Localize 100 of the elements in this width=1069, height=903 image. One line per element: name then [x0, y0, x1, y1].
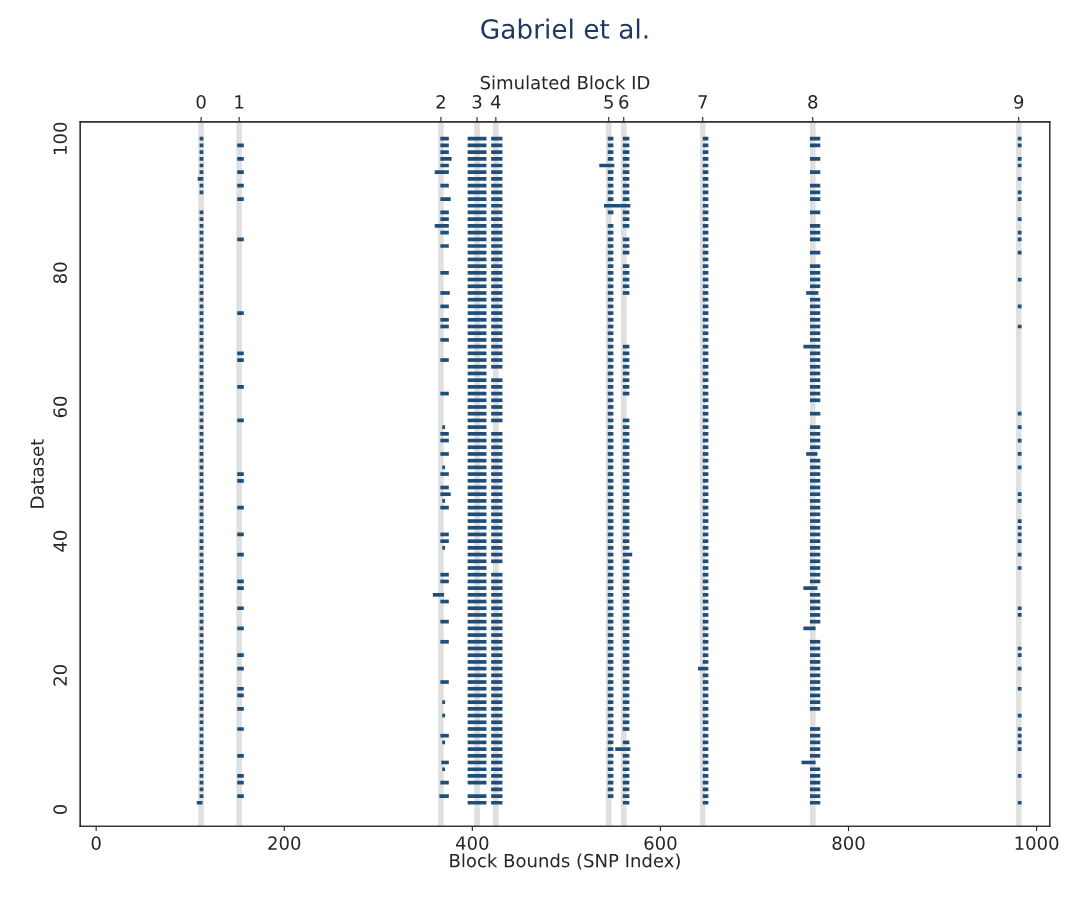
bar: [491, 264, 503, 268]
bar: [622, 800, 630, 805]
bar: [491, 270, 503, 275]
x2-axis-title: Simulated Block ID: [480, 75, 650, 90]
bar: [491, 592, 503, 597]
bar: [491, 203, 503, 208]
bar: [702, 458, 709, 463]
bar: [607, 177, 614, 181]
bar: [432, 592, 445, 597]
bar: [467, 264, 487, 268]
bar: [491, 170, 503, 175]
bar: [607, 492, 614, 497]
bar: [607, 559, 614, 564]
bar: [622, 512, 630, 517]
bar: [434, 170, 449, 175]
bar: [467, 411, 487, 416]
bar: [467, 660, 487, 664]
bar: [467, 378, 487, 383]
bar: [622, 431, 630, 436]
bar: [622, 559, 630, 564]
bar: [491, 680, 503, 684]
band-label: 4: [490, 95, 501, 109]
bar: [809, 378, 821, 383]
bar: [467, 197, 487, 201]
bar: [622, 525, 630, 530]
bar: [491, 572, 503, 577]
bar: [491, 385, 503, 389]
bar: [607, 633, 614, 637]
bar: [491, 431, 503, 436]
bar: [607, 519, 614, 523]
bar: [702, 358, 709, 362]
bar: [607, 639, 614, 644]
bar: [467, 297, 487, 302]
bar: [467, 673, 487, 678]
band-label: 6: [619, 95, 629, 109]
bar: [440, 452, 449, 456]
bar: [702, 237, 709, 242]
bar: [1017, 525, 1022, 530]
bar: [1017, 613, 1022, 617]
y-tick-label: 60: [53, 396, 67, 418]
bar: [467, 767, 487, 772]
bar: [237, 478, 244, 483]
bar: [491, 586, 503, 590]
bar: [467, 686, 487, 691]
bar: [702, 431, 709, 436]
bar: [440, 156, 452, 161]
bar: [622, 458, 630, 463]
bar: [622, 425, 630, 429]
bar: [809, 472, 821, 476]
bar: [491, 398, 503, 403]
bar: [702, 156, 709, 161]
bar: [809, 639, 821, 644]
bar: [809, 525, 821, 530]
bar: [467, 586, 487, 590]
bar: [607, 237, 614, 242]
bar: [622, 364, 630, 369]
bar: [809, 539, 821, 543]
bar: [491, 291, 503, 295]
bar: [491, 311, 503, 315]
bar: [702, 733, 709, 738]
bar: [622, 727, 630, 731]
bar: [702, 774, 709, 778]
bar: [467, 478, 487, 483]
bar: [607, 445, 614, 450]
bar: [1017, 566, 1022, 570]
bar: [467, 492, 487, 497]
bar: [702, 707, 709, 711]
bar: [467, 512, 487, 517]
bar: [467, 653, 487, 658]
bar: [491, 197, 503, 201]
bar: [702, 291, 709, 295]
bar: [809, 566, 821, 570]
bar: [809, 747, 821, 751]
bar: [622, 224, 630, 228]
bar: [467, 284, 487, 289]
bar: [491, 237, 503, 242]
bar: [607, 284, 614, 289]
bar: [237, 358, 244, 362]
bar: [491, 411, 503, 416]
bar: [467, 800, 487, 805]
bar: [702, 203, 709, 208]
bar: [467, 592, 487, 597]
bar: [809, 613, 821, 617]
bar: [809, 458, 821, 463]
bar: [622, 720, 630, 725]
bar: [491, 331, 503, 336]
bar: [442, 713, 446, 718]
bar: [491, 177, 503, 181]
bar: [467, 291, 487, 295]
bar: [467, 633, 487, 637]
y-tick-label: 40: [53, 530, 67, 552]
bar: [622, 237, 630, 242]
bar: [607, 794, 614, 798]
bar: [702, 224, 709, 228]
bar: [702, 270, 709, 275]
bar: [702, 499, 709, 503]
bar: [491, 767, 503, 772]
bar: [491, 478, 503, 483]
bar: [491, 720, 503, 725]
bar: [467, 720, 487, 725]
